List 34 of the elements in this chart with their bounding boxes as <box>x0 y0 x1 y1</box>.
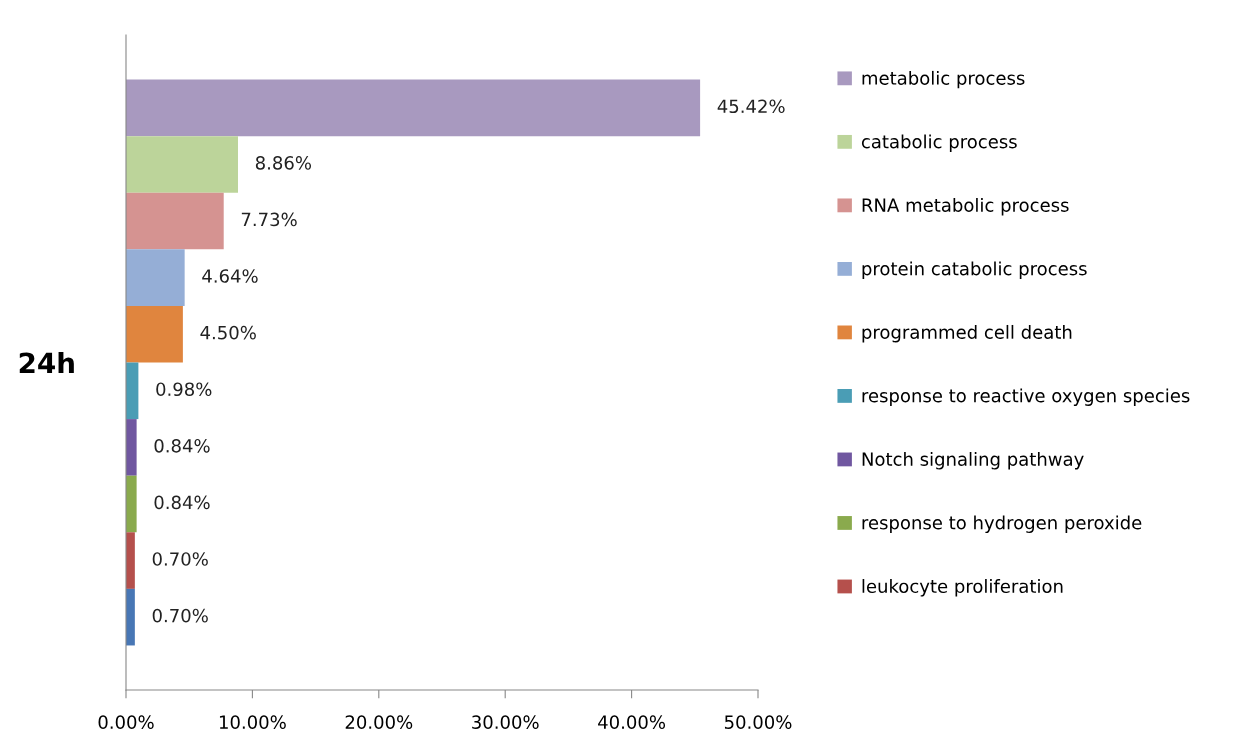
legend-label: response to reactive oxygen species <box>862 388 1190 406</box>
data-label: 8.86% <box>255 156 312 170</box>
x-tick-label: 40.00% <box>598 715 666 729</box>
x-tick-label: 0.00% <box>98 715 154 729</box>
x-tick-label: 10.00% <box>219 715 286 729</box>
data-label: 4.64% <box>202 269 258 283</box>
data-label: 0.98% <box>156 382 212 397</box>
legend-label: RNA metabolic process <box>862 197 1069 216</box>
data-label: 4.50% <box>200 325 256 340</box>
bar <box>126 136 238 193</box>
bar <box>126 532 135 589</box>
bar <box>126 475 137 533</box>
bar <box>126 79 701 137</box>
data-label: 0.70% <box>152 552 208 566</box>
legend-label: Notch signaling pathway <box>862 452 1084 470</box>
data-label: 45.42% <box>717 99 785 114</box>
legend-label: programmed cell death <box>862 324 1072 343</box>
x-tick-label: 50.00% <box>724 715 792 729</box>
data-label: 7.73% <box>241 212 297 227</box>
bar <box>126 419 137 476</box>
bar <box>126 305 183 363</box>
legend-label: response to hydrogen peroxide <box>862 515 1142 533</box>
legend-label: leukocyte proliferation <box>862 579 1063 597</box>
bar <box>126 192 224 250</box>
bar <box>126 249 185 306</box>
y-tick-label: 24h <box>19 351 74 374</box>
legend-label: protein catabolic process <box>862 261 1087 279</box>
legend-label: catabolic process <box>861 134 1017 152</box>
legend-label: metabolic process <box>862 70 1025 89</box>
data-label: 0.70% <box>152 608 208 623</box>
x-tick-label: 30.00% <box>472 715 539 729</box>
data-label: 0.84% <box>154 495 210 510</box>
x-tick-label: 20.00% <box>345 715 413 729</box>
data-label: 0.84% <box>154 438 210 453</box>
